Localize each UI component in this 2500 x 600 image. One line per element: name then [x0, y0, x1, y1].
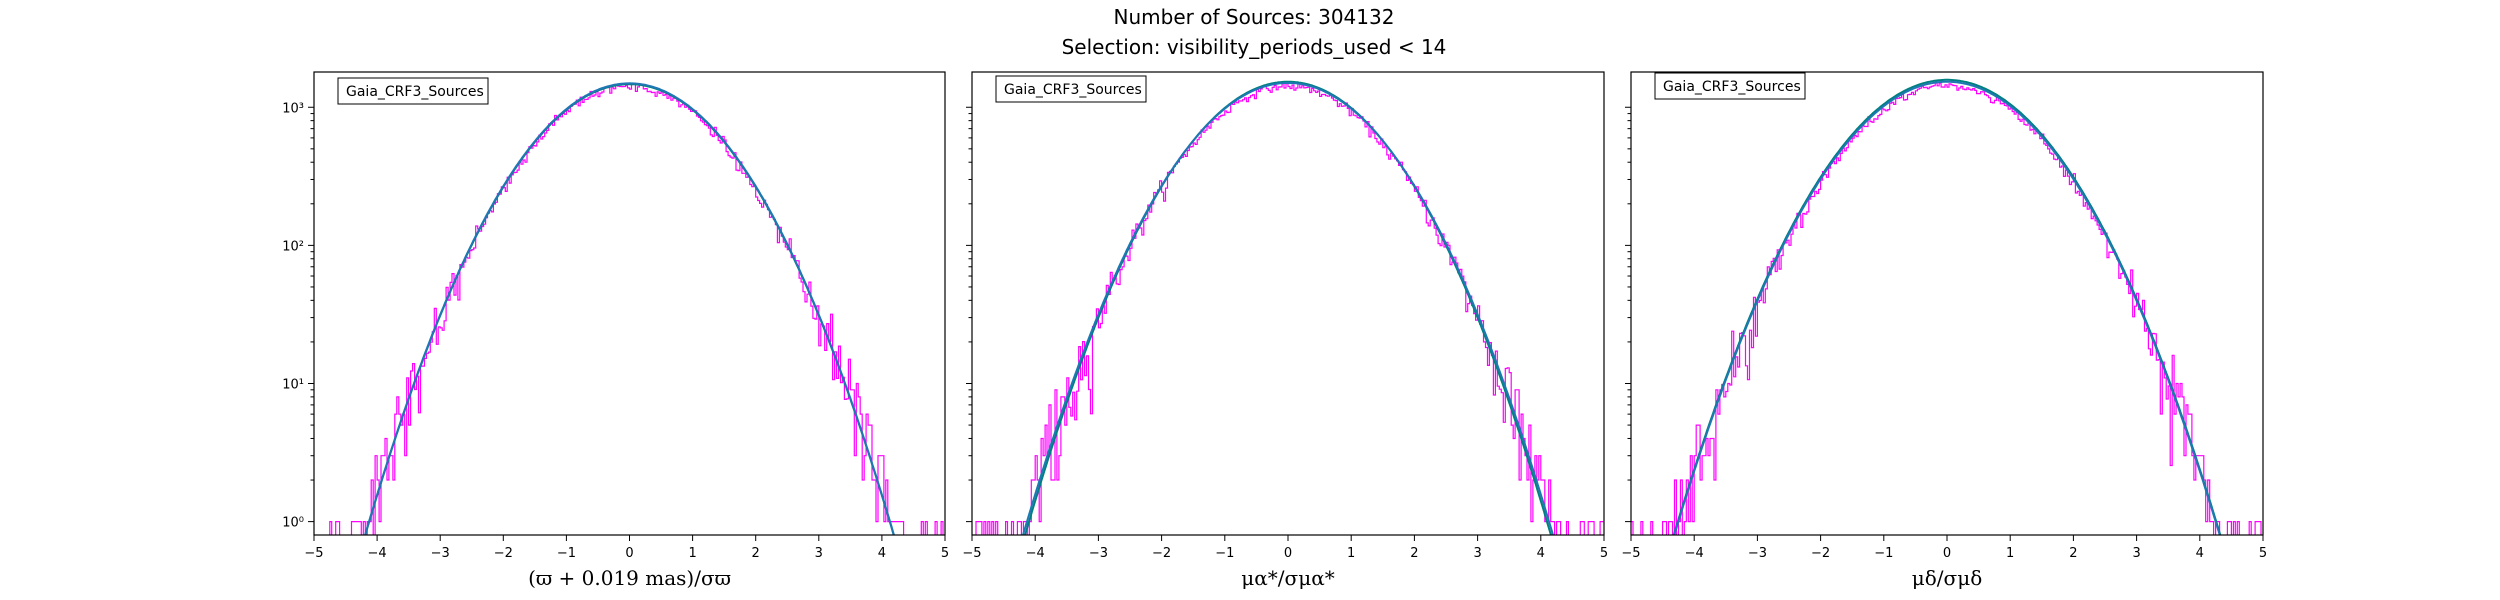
- x-axis-label: μδ/σμδ: [1912, 566, 1982, 590]
- axis-ticks: −5 −4 −3 −2 −1 0 1 2 3 4 5: [962, 106, 1608, 561]
- histogram-series: [975, 82, 1604, 535]
- legend-box: [337, 77, 489, 105]
- x-tick-label: 3: [815, 546, 823, 561]
- x-tick-label: −3: [431, 546, 450, 561]
- y-tick-label: 10⁰: [282, 516, 304, 531]
- panel-pmdec: −5 −4 −3 −2 −1 0 1 2 3 4 5 Gaia_CRF3_Sources μδ/σμ…: [1621, 71, 2267, 590]
- x-tick-label: 5: [2259, 546, 2267, 561]
- x-tick-label: −3: [1089, 546, 1108, 561]
- axis-ticks: −5 −4 −3 −2 −1 0 1 2 3 4 5: [1621, 106, 2267, 561]
- x-tick-label: 2: [1410, 546, 1418, 561]
- figure-title-line2: Selection: visibility_periods_used < 14: [1062, 35, 1447, 59]
- x-tick-label: −2: [494, 546, 513, 561]
- x-tick-label: 5: [1600, 546, 1608, 561]
- x-tick-label: −2: [1152, 546, 1171, 561]
- x-tick-label: −4: [368, 546, 387, 561]
- x-tick-label: −5: [304, 546, 323, 561]
- x-tick-label: −5: [1621, 546, 1640, 561]
- x-tick-label: 4: [2196, 546, 2204, 561]
- gaussian-fit-curve: [1021, 81, 1555, 535]
- plot-area: [329, 82, 944, 535]
- figure-title-line1: Number of Sources: 304132: [1114, 5, 1395, 29]
- model-curve: [1672, 78, 2222, 535]
- legend-box: [995, 75, 1147, 103]
- x-tick-label: 1: [2006, 546, 2014, 561]
- legend-label: Gaia_CRF3_Sources: [1663, 79, 1801, 95]
- x-tick-label: −1: [557, 546, 576, 561]
- x-tick-label: 3: [2132, 546, 2140, 561]
- x-tick-label: −1: [1874, 546, 1893, 561]
- x-tick-label: −5: [962, 546, 981, 561]
- x-tick-label: 5: [941, 546, 949, 561]
- histogram-series: [329, 82, 944, 535]
- x-tick-label: 4: [878, 546, 886, 561]
- legend-label: Gaia_CRF3_Sources: [346, 84, 484, 100]
- legend-label: Gaia_CRF3_Sources: [1004, 82, 1142, 98]
- gaussian-fit-curve: [1673, 80, 2221, 535]
- x-tick-label: 1: [688, 546, 696, 561]
- panel-parallax: −5 −4 −3 −2 −1 0 1 2 3 4 5 10⁰ 10¹ 10² 10³ Gaia_CRF3_S…: [282, 71, 949, 590]
- axes-frame: [971, 71, 1605, 536]
- x-tick-label: 0: [1943, 546, 1951, 561]
- histogram-series: [1631, 82, 2262, 535]
- axes-frame: [1630, 71, 2264, 536]
- x-tick-label: −4: [1026, 546, 1045, 561]
- x-tick-label: −3: [1748, 546, 1767, 561]
- x-tick-label: 0: [625, 546, 633, 561]
- x-tick-label: 3: [1473, 546, 1481, 561]
- x-tick-label: −4: [1685, 546, 1704, 561]
- y-tick-label: 10¹: [282, 377, 304, 392]
- x-tick-label: −1: [1215, 546, 1234, 561]
- axes-frame: [313, 71, 946, 536]
- x-tick-label: 2: [752, 546, 760, 561]
- y-tick-label: 10²: [282, 239, 304, 254]
- plot-area: [975, 80, 1604, 535]
- legend-box: [1654, 72, 1806, 100]
- gaussian-fit-curve: [364, 82, 895, 535]
- x-tick-label: 2: [2069, 546, 2077, 561]
- plot-area: [1631, 78, 2262, 535]
- y-tick-label: 10³: [282, 101, 304, 116]
- legend: Gaia_CRF3_Sources: [995, 75, 1147, 103]
- x-tick-label: 1: [1347, 546, 1355, 561]
- x-axis-label: (ϖ + 0.019 mas)/σϖ: [528, 566, 731, 590]
- panel-pmra: −5 −4 −3 −2 −1 0 1 2 3 4 5 Gaia_CRF3_Sources μα*/σ…: [962, 71, 1608, 590]
- axis-ticks: −5 −4 −3 −2 −1 0 1 2 3 4 5 10⁰ 10¹ 10² 10³: [282, 101, 949, 561]
- legend: Gaia_CRF3_Sources: [337, 77, 489, 105]
- model-curve: [1024, 80, 1552, 535]
- x-tick-label: −2: [1811, 546, 1830, 561]
- x-tick-label: 4: [1537, 546, 1545, 561]
- x-axis-label: μα*/σμα*: [1241, 566, 1334, 590]
- x-tick-label: 0: [1284, 546, 1292, 561]
- legend: Gaia_CRF3_Sources: [1654, 72, 1806, 100]
